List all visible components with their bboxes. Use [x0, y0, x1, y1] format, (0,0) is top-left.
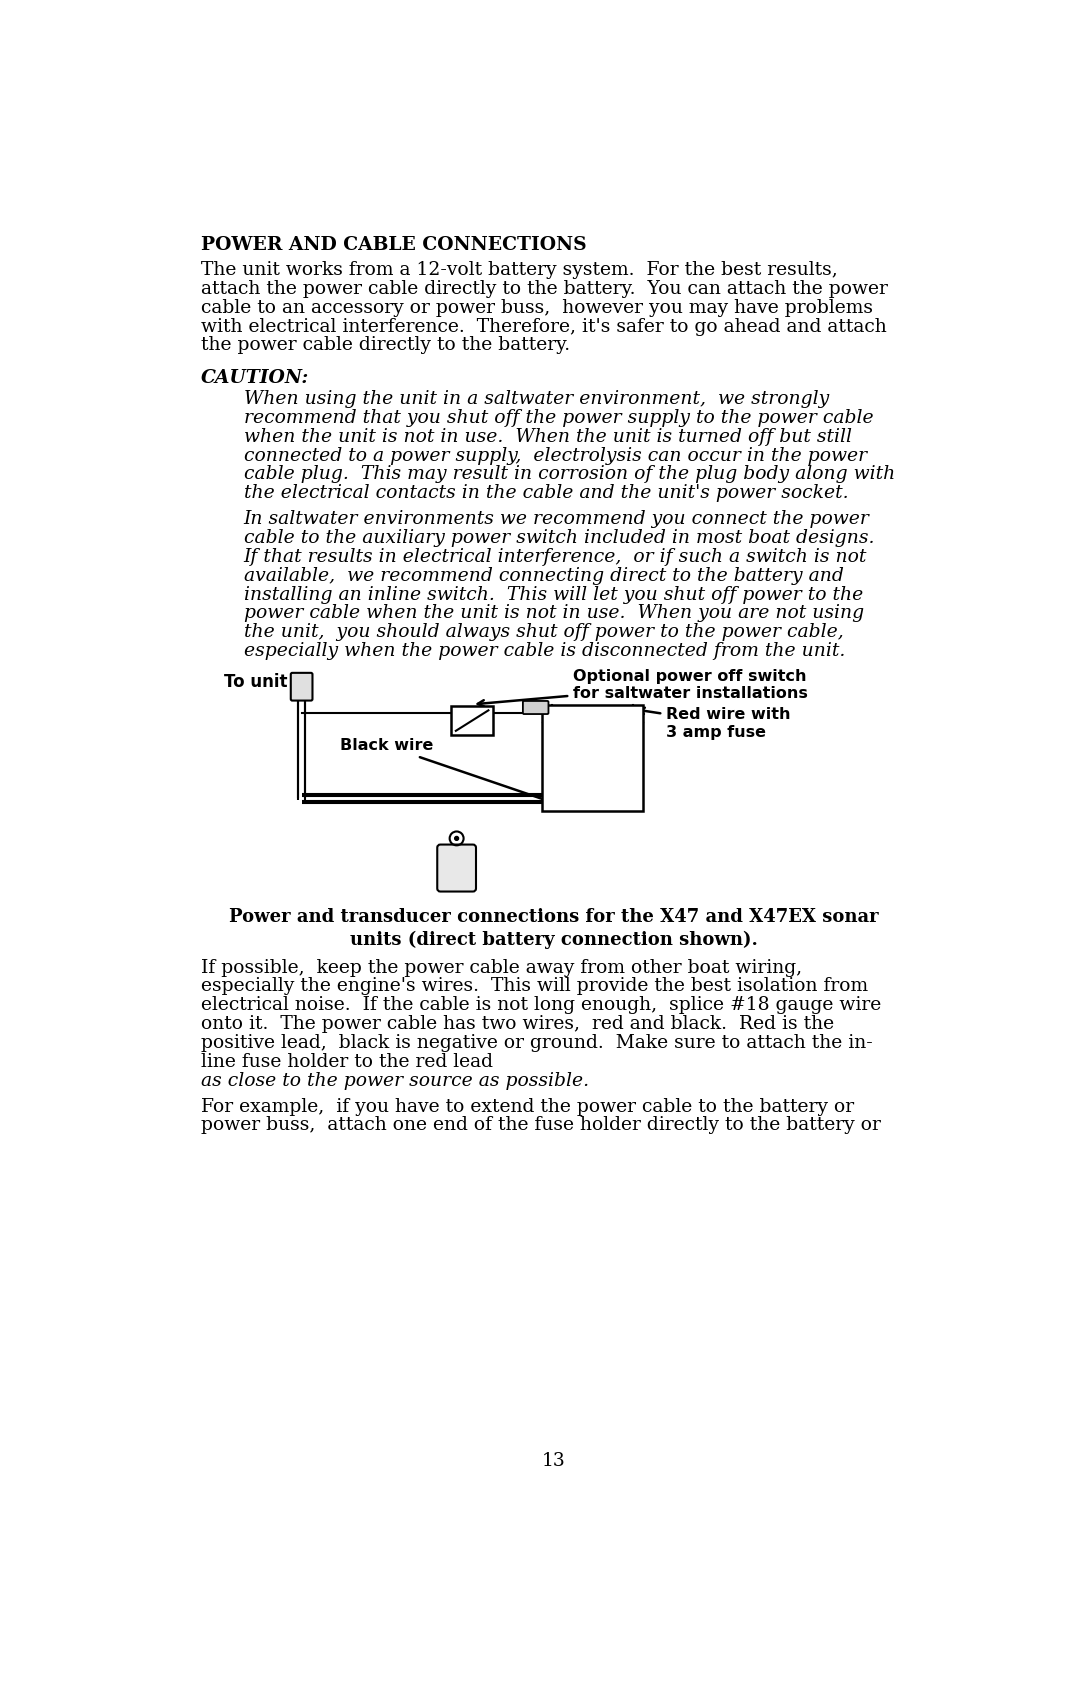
- Text: When using the unit in a saltwater environment,  we strongly: When using the unit in a saltwater envir…: [243, 390, 828, 409]
- Bar: [542, 705, 643, 811]
- Text: cable to an accessory or power buss,  however you may have problems: cable to an accessory or power buss, how…: [201, 299, 873, 316]
- Text: To unit: To unit: [225, 673, 287, 691]
- FancyBboxPatch shape: [291, 673, 312, 701]
- Text: Optional power off switch
for saltwater installations: Optional power off switch for saltwater …: [477, 669, 808, 706]
- Text: installing an inline switch.  This will let you shut off power to the: installing an inline switch. This will l…: [243, 585, 863, 604]
- Circle shape: [455, 836, 459, 841]
- Text: onto it.  The power cable has two wires,  red and black.  Red is the: onto it. The power cable has two wires, …: [201, 1016, 834, 1033]
- Text: especially when the power cable is disconnected from the unit.: especially when the power cable is disco…: [243, 643, 845, 659]
- Text: power cable when the unit is not in use.  When you are not using: power cable when the unit is not in use.…: [243, 604, 864, 622]
- Text: units (direct battery connection shown).: units (direct battery connection shown).: [350, 930, 757, 949]
- Text: If that results in electrical interference,  or if such a switch is not: If that results in electrical interferen…: [243, 548, 867, 565]
- Text: recommend that you shut off the power supply to the power cable: recommend that you shut off the power su…: [243, 409, 873, 427]
- Text: −: −: [555, 706, 571, 725]
- Text: Power and transducer connections for the X47 and X47EX sonar: Power and transducer connections for the…: [229, 908, 878, 925]
- Text: attach the power cable directly to the battery.  You can attach the power: attach the power cable directly to the b…: [201, 279, 888, 298]
- Text: with electrical interference.  Therefore, it's safer to go ahead and attach: with electrical interference. Therefore,…: [201, 318, 887, 336]
- Text: as close to the power source as possible.: as close to the power source as possible…: [201, 1071, 589, 1090]
- Text: If possible,  keep the power cable away from other boat wiring,: If possible, keep the power cable away f…: [201, 959, 802, 977]
- Text: connected to a power supply,  electrolysis can occur in the power: connected to a power supply, electrolysi…: [243, 446, 866, 464]
- Text: In saltwater environments we recommend you connect the power: In saltwater environments we recommend y…: [243, 510, 869, 528]
- Bar: [451, 706, 494, 735]
- Text: especially the engine's wires.  This will provide the best isolation from: especially the engine's wires. This will…: [201, 977, 868, 996]
- Text: cable to the auxiliary power switch included in most boat designs.: cable to the auxiliary power switch incl…: [243, 528, 874, 547]
- Text: positive lead,  black is negative or ground.  Make sure to attach the in-: positive lead, black is negative or grou…: [201, 1034, 873, 1051]
- FancyBboxPatch shape: [437, 844, 476, 891]
- Text: the unit,  you should always shut off power to the power cable,: the unit, you should always shut off pow…: [243, 624, 843, 641]
- Text: +: +: [611, 706, 627, 725]
- Text: electrical noise.  If the cable is not long enough,  splice #18 gauge wire: electrical noise. If the cable is not lo…: [201, 996, 881, 1014]
- Text: line fuse holder to the red lead: line fuse holder to the red lead: [201, 1053, 499, 1071]
- Text: cable plug.  This may result in corrosion of the plug body along with: cable plug. This may result in corrosion…: [243, 466, 894, 483]
- Text: the power cable directly to the battery.: the power cable directly to the battery.: [201, 336, 570, 355]
- Text: available,  we recommend connecting direct to the battery and: available, we recommend connecting direc…: [243, 567, 843, 585]
- Text: when the unit is not in use.  When the unit is turned off but still: when the unit is not in use. When the un…: [243, 427, 851, 446]
- Text: POWER AND CABLE CONNECTIONS: POWER AND CABLE CONNECTIONS: [201, 237, 586, 254]
- Text: 12 volt
battery: 12 volt battery: [555, 750, 630, 789]
- Text: For example,  if you have to extend the power cable to the battery or: For example, if you have to extend the p…: [201, 1097, 854, 1115]
- Text: The unit works from a 12-volt battery system.  For the best results,: The unit works from a 12-volt battery sy…: [201, 261, 838, 279]
- Text: power buss,  attach one end of the fuse holder directly to the battery or: power buss, attach one end of the fuse h…: [201, 1117, 881, 1134]
- Text: CAUTION:: CAUTION:: [201, 370, 309, 387]
- Text: Red wire with
3 amp fuse: Red wire with 3 amp fuse: [638, 708, 791, 740]
- Text: Black wire: Black wire: [340, 738, 546, 801]
- FancyBboxPatch shape: [523, 701, 549, 715]
- Text: the electrical contacts in the cable and the unit's power socket.: the electrical contacts in the cable and…: [243, 484, 848, 503]
- Text: 13: 13: [542, 1452, 565, 1470]
